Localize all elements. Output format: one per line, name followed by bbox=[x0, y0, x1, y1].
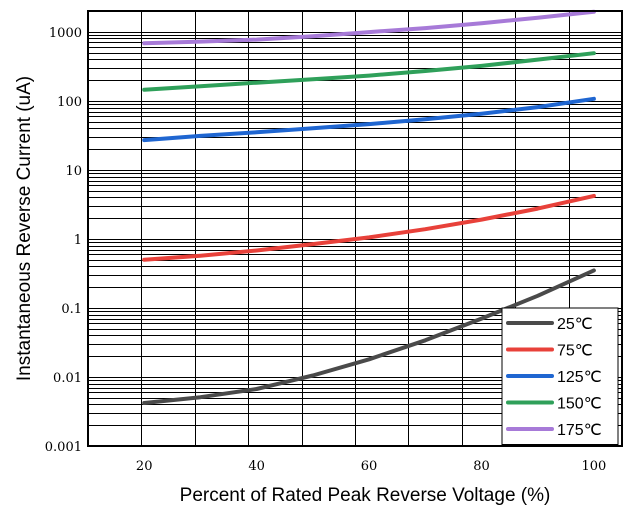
y-tick-label: 0.1 bbox=[61, 302, 82, 317]
plot-frame bbox=[87, 10, 623, 447]
legend-label: 125℃ bbox=[557, 369, 602, 386]
legend-label: 175℃ bbox=[557, 422, 602, 439]
series-line bbox=[142, 96, 596, 143]
legend-label: 75℃ bbox=[557, 343, 593, 360]
x-tick-label: 20 bbox=[136, 459, 153, 474]
x-axis-label: Percent of Rated Peak Reverse Voltage (%… bbox=[180, 485, 551, 506]
legend-label: 25℃ bbox=[557, 316, 593, 333]
y-tick-label: 0.001 bbox=[45, 440, 82, 455]
series-line bbox=[142, 9, 596, 46]
series-lines bbox=[142, 9, 596, 405]
x-tick-labels: 20 40 60 80 100 bbox=[136, 459, 606, 474]
y-tick-labels: 0.001 0.01 0.1 1 10 100 1000 bbox=[45, 26, 82, 455]
series-line bbox=[142, 193, 596, 262]
y-tick-label: 1000 bbox=[49, 26, 82, 41]
y-axis-label: Instantaneous Reverse Current (uA) bbox=[14, 76, 35, 381]
y-tick-label: 100 bbox=[57, 95, 82, 110]
legend-label: 150℃ bbox=[557, 396, 602, 413]
y-tick-label: 1 bbox=[74, 233, 82, 248]
x-tick-label: 100 bbox=[581, 459, 606, 474]
x-tick-label: 80 bbox=[473, 459, 490, 474]
y-tick-label: 10 bbox=[65, 164, 82, 179]
x-tick-label: 60 bbox=[361, 459, 378, 474]
series-line bbox=[142, 51, 596, 92]
legend: 25℃ 75℃ 125℃ 150℃ 175℃ bbox=[501, 307, 619, 445]
y-tick-label: 0.01 bbox=[53, 371, 82, 386]
series-line bbox=[142, 268, 596, 405]
x-tick-label: 40 bbox=[248, 459, 265, 474]
